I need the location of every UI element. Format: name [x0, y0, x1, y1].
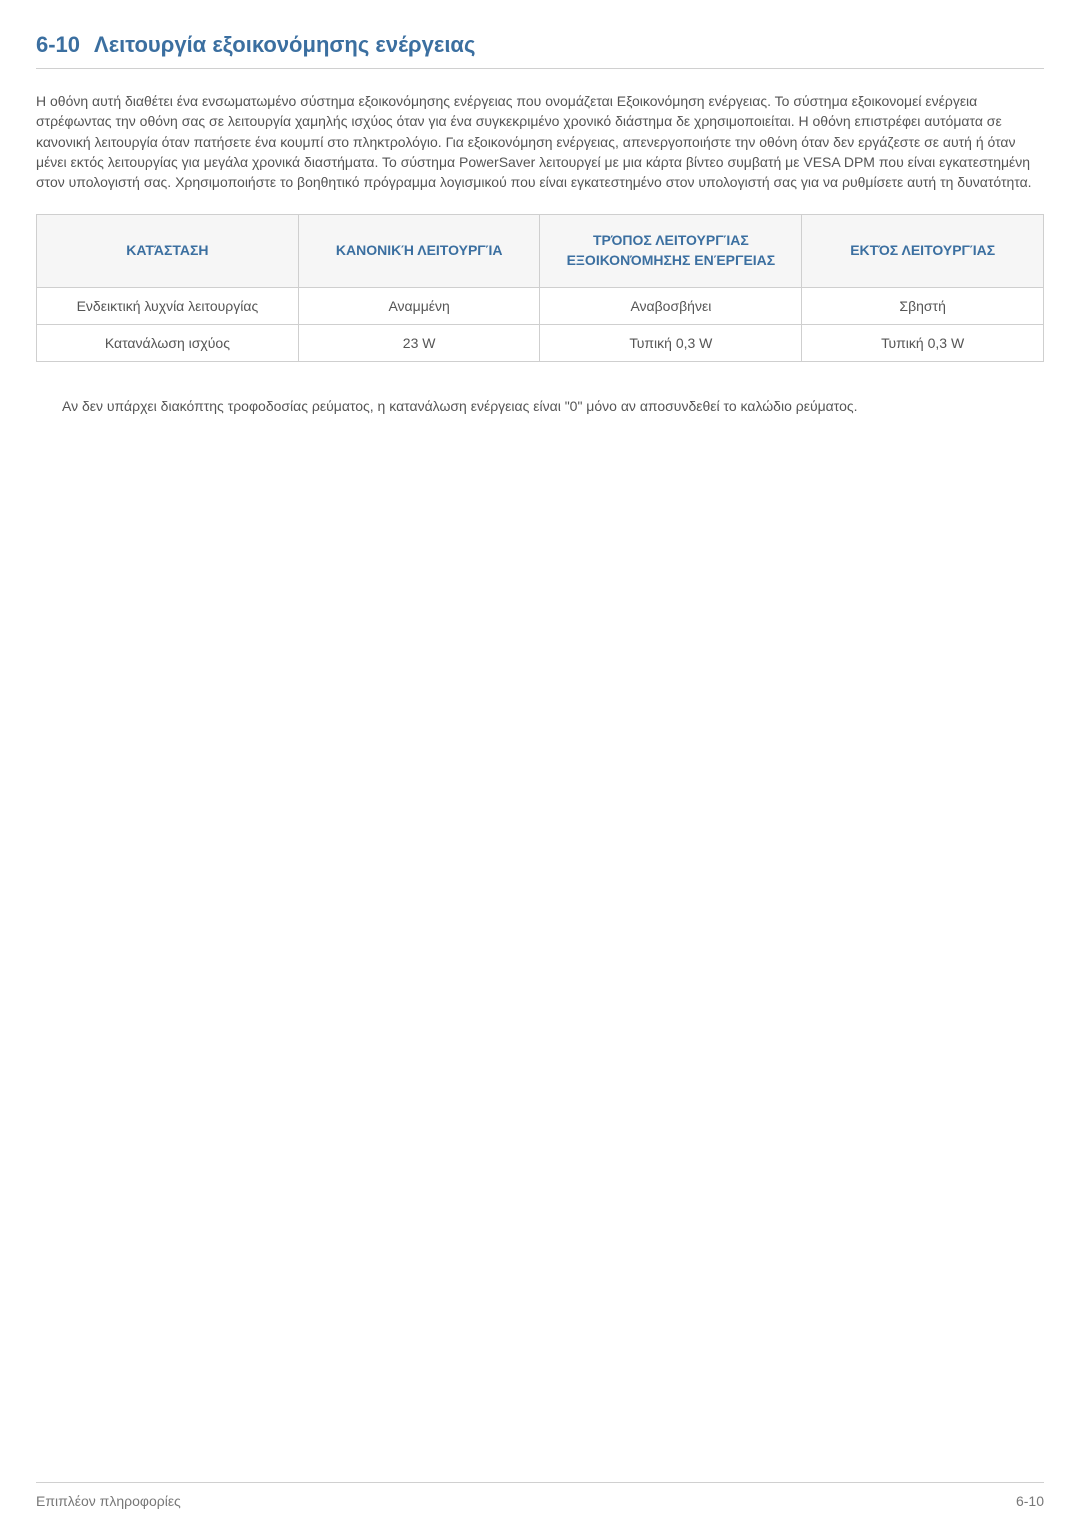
table-cell: Αναβοσβήνει — [540, 287, 802, 324]
table-cell: Τυπική 0,3 W — [540, 324, 802, 361]
table-cell: Τυπική 0,3 W — [802, 324, 1044, 361]
footnote-text: Αν δεν υπάρχει διακόπτης τροφοδοσίας ρεύ… — [36, 396, 1044, 417]
page-footer: Επιπλέον πληροφορίες 6-10 — [0, 1482, 1080, 1509]
intro-paragraph: Η οθόνη αυτή διαθέτει ένα ενσωματωμένο σ… — [36, 91, 1044, 192]
heading-number: 6-10 — [36, 32, 94, 57]
footer-right: 6-10 — [1016, 1493, 1044, 1509]
table-row: Ενδεικτική λυχνία λειτουργίας Αναμμένη Α… — [37, 287, 1044, 324]
table-cell: Σβηστή — [802, 287, 1044, 324]
table-header-cell: ΕΚΤΌΣ ΛΕΙΤΟΥΡΓΊΑΣ — [802, 215, 1044, 287]
table-cell: Αναμμένη — [298, 287, 540, 324]
footer-line: Επιπλέον πληροφορίες 6-10 — [36, 1482, 1044, 1509]
heading-title: Λειτουργία εξοικονόμησης ενέργειας — [94, 32, 475, 57]
table-header-cell: ΚΑΤΆΣΤΑΣΗ — [37, 215, 299, 287]
table-row: Κατανάλωση ισχύος 23 W Τυπική 0,3 W Τυπι… — [37, 324, 1044, 361]
table-header-row: ΚΑΤΆΣΤΑΣΗ ΚΑΝΟΝΙΚΉ ΛΕΙΤΟΥΡΓΊΑ ΤΡΌΠΟΣ ΛΕΙ… — [37, 215, 1044, 287]
power-mode-table: ΚΑΤΆΣΤΑΣΗ ΚΑΝΟΝΙΚΉ ΛΕΙΤΟΥΡΓΊΑ ΤΡΌΠΟΣ ΛΕΙ… — [36, 214, 1044, 361]
table-cell: 23 W — [298, 324, 540, 361]
table-header-cell: ΚΑΝΟΝΙΚΉ ΛΕΙΤΟΥΡΓΊΑ — [298, 215, 540, 287]
table-cell: Ενδεικτική λυχνία λειτουργίας — [37, 287, 299, 324]
page-content: 6-10Λειτουργία εξοικονόμησης ενέργειας Η… — [0, 0, 1080, 417]
footer-left: Επιπλέον πληροφορίες — [36, 1493, 181, 1509]
table-header-cell: ΤΡΌΠΟΣ ΛΕΙΤΟΥΡΓΊΑΣ ΕΞΟΙΚΟΝΌΜΗΣΗΣ ΕΝΈΡΓΕΙ… — [540, 215, 802, 287]
section-heading: 6-10Λειτουργία εξοικονόμησης ενέργειας — [36, 32, 1044, 69]
table-cell: Κατανάλωση ισχύος — [37, 324, 299, 361]
